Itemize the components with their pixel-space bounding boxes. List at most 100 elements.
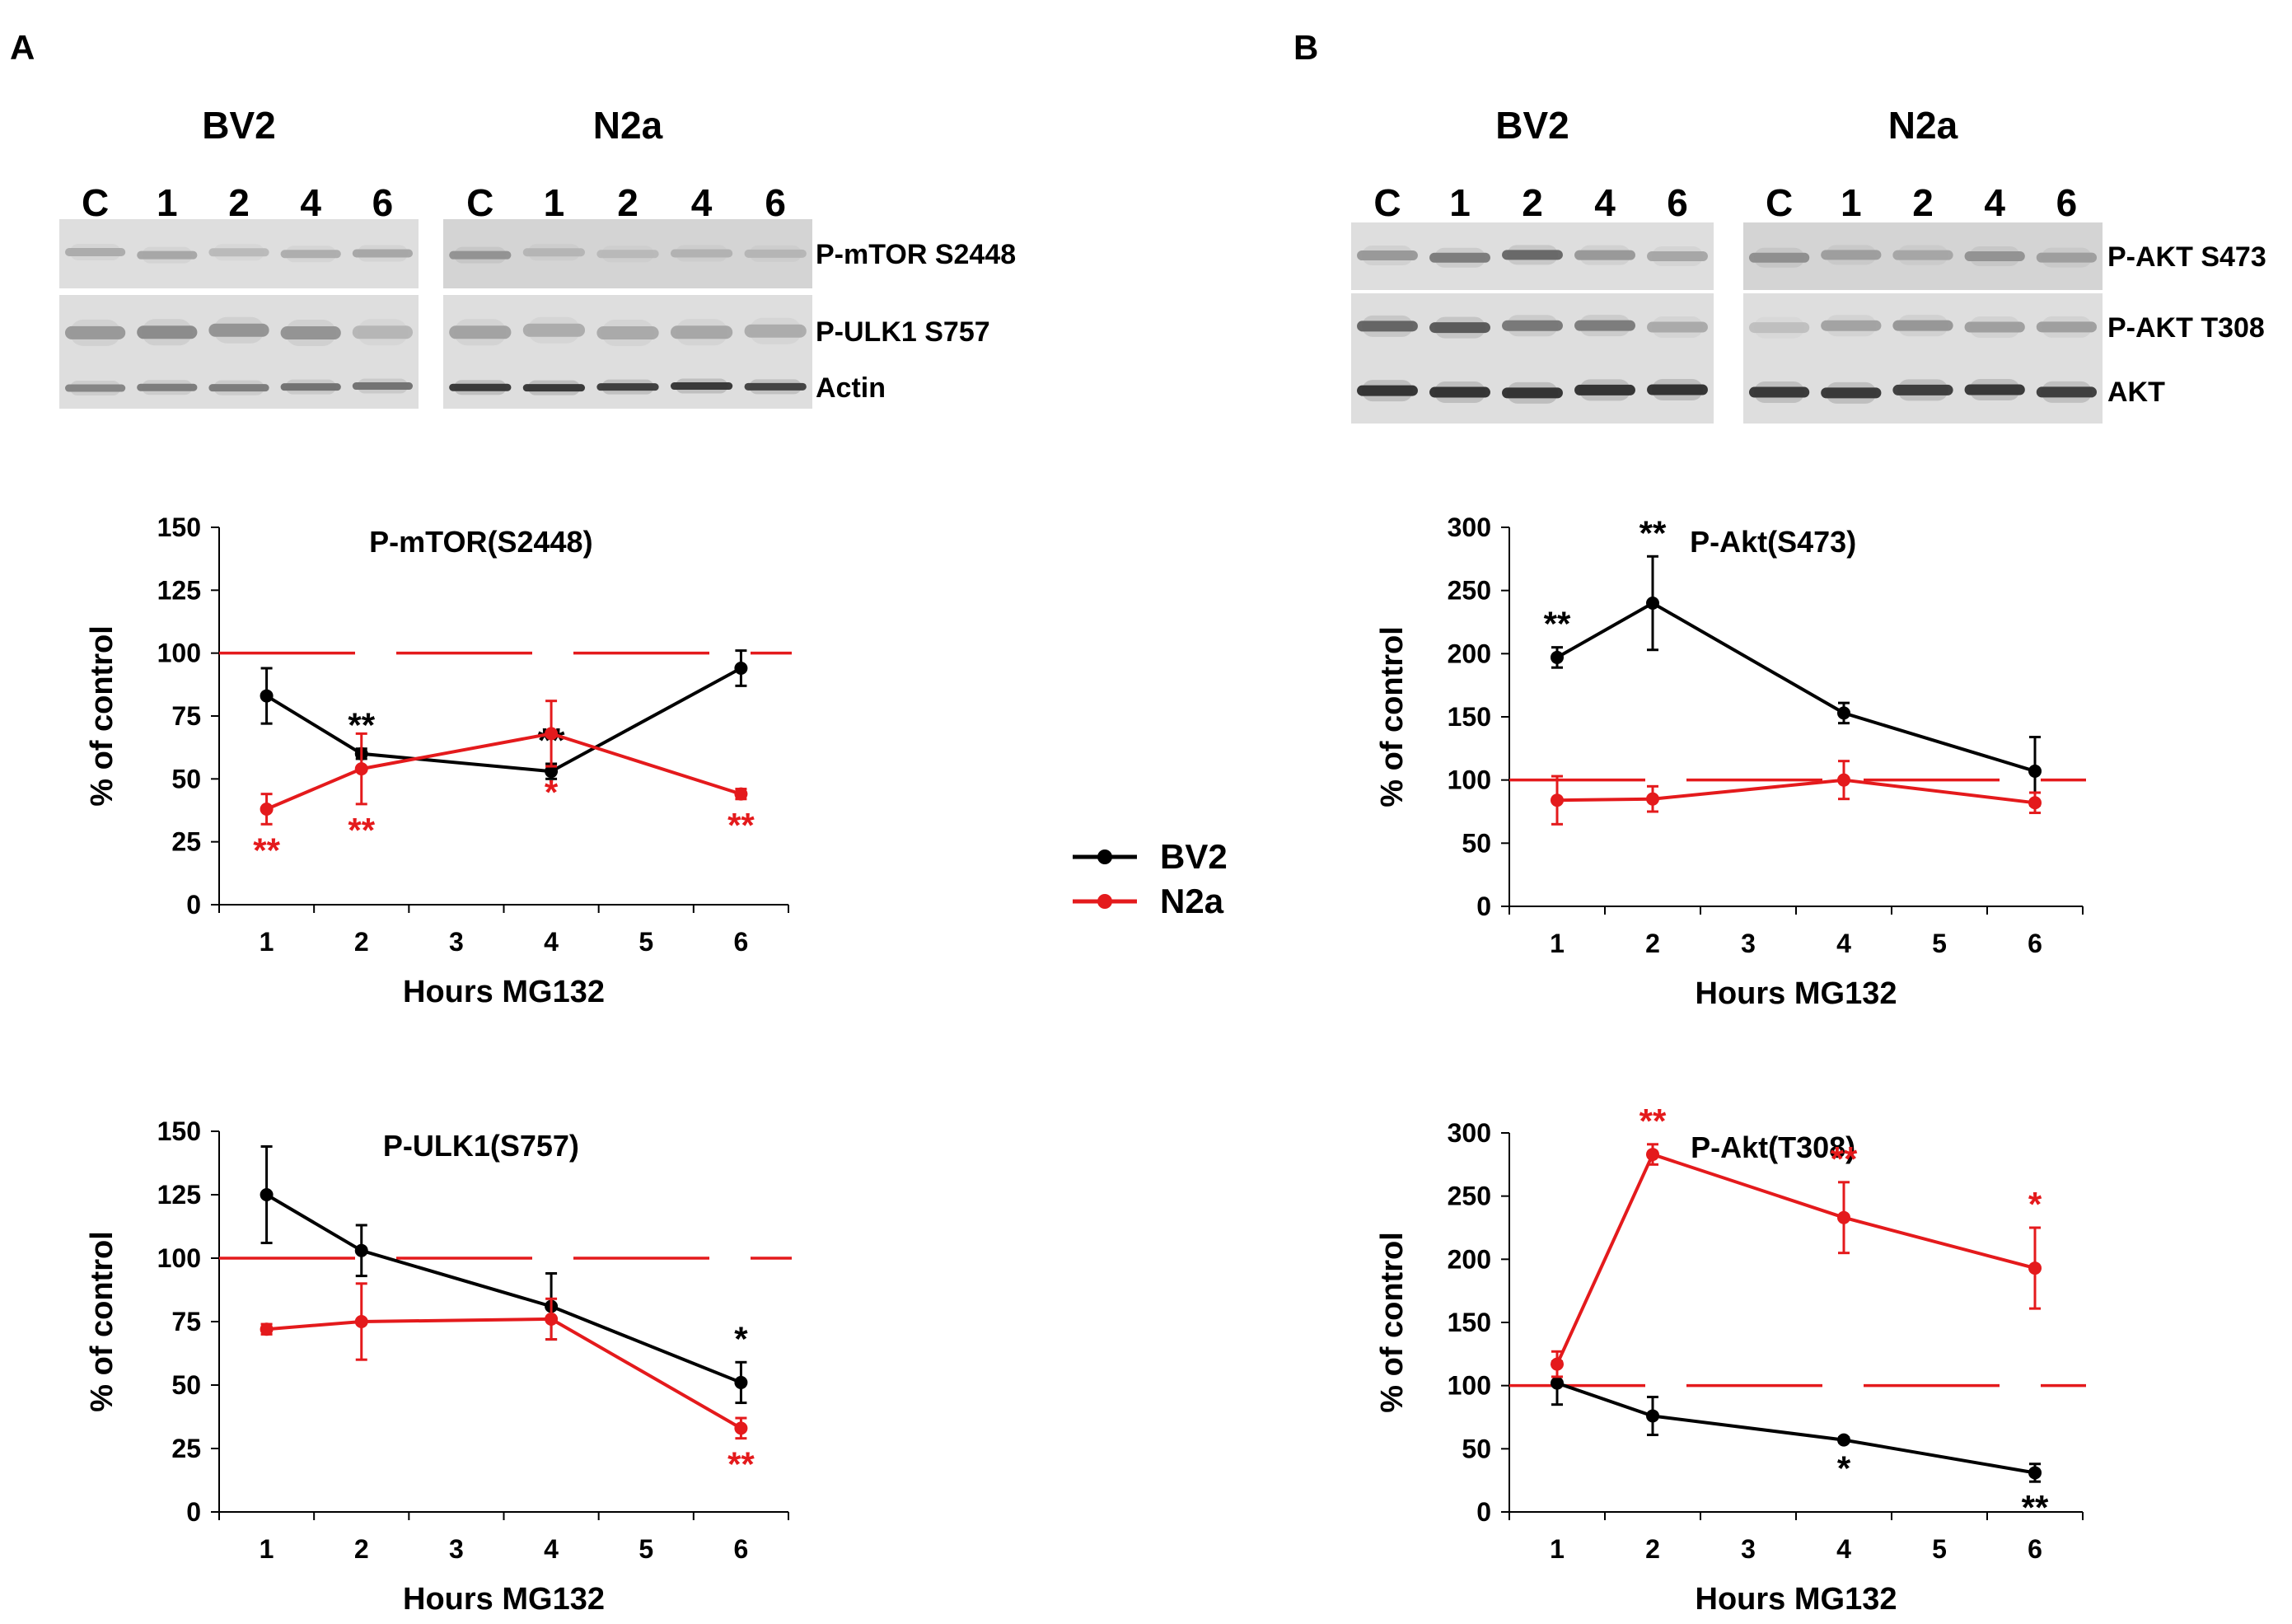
blot-band-halo — [69, 381, 121, 396]
x-tick-label: 3 — [449, 1534, 464, 1564]
data-point — [2028, 764, 2042, 778]
blot-band — [670, 325, 733, 339]
blot-band — [670, 382, 733, 391]
blot-group-label: N2a — [1888, 104, 1958, 147]
x-tick-label: 4 — [1836, 1534, 1851, 1564]
blot-lane-label: 1 — [1841, 181, 1862, 224]
blot-band-halo — [213, 316, 264, 344]
blot-band — [137, 250, 198, 260]
data-point — [1837, 773, 1850, 787]
blot-band — [1748, 386, 1810, 398]
blot-band — [1892, 384, 1953, 395]
blot-band — [1821, 320, 1882, 331]
legend-marker — [1097, 894, 1112, 909]
blot-lane-label: 4 — [1984, 181, 2005, 224]
blot-band-halo — [1434, 381, 1485, 404]
series-N2a: ** — [260, 1282, 755, 1484]
blot-lane-label: 1 — [1449, 181, 1471, 224]
chart-3: 0 50 100 150 200 250 300 1 2 3 4 5 6 Hours MG132 % of … — [1375, 512, 2086, 1011]
blot-band — [2036, 321, 2098, 333]
x-tick-label: 3 — [449, 927, 464, 957]
chart-title: P-Akt(T308) — [1691, 1130, 1855, 1164]
panel-letter-A: A — [10, 28, 35, 67]
blot-band-halo — [142, 246, 193, 264]
x-tick-label: 6 — [734, 927, 749, 957]
blot-band-halo — [357, 378, 409, 394]
series-line — [1556, 1381, 2036, 1475]
data-point — [734, 1375, 748, 1389]
blot-band — [64, 248, 126, 256]
blot-band — [1748, 322, 1810, 334]
y-tick-label: 50 — [171, 764, 201, 793]
blot-band — [1647, 384, 1708, 395]
blot-band — [280, 383, 341, 391]
blot-band — [1748, 252, 1810, 263]
blot-band — [449, 250, 512, 260]
data-point — [354, 1315, 368, 1328]
data-point — [1646, 1148, 1659, 1162]
blot-band-halo — [1753, 247, 1805, 268]
series-BV2: **** — [260, 649, 748, 780]
blot-band — [744, 249, 807, 258]
y-tick-label: 125 — [157, 1180, 201, 1210]
chart-title: P-ULK1(S757) — [383, 1129, 579, 1163]
blot-band — [522, 248, 586, 257]
y-tick-label: 100 — [1448, 1371, 1491, 1401]
blot-band — [1647, 321, 1708, 333]
y-tick-label: 150 — [1448, 702, 1491, 732]
blot-band-halo — [142, 319, 193, 346]
blot-band-halo — [675, 319, 728, 346]
data-point — [1837, 706, 1850, 720]
data-point — [1837, 1210, 1850, 1224]
legend-label: BV2 — [1160, 837, 1228, 876]
blot-band-halo — [1579, 315, 1630, 337]
y-tick-label: 0 — [186, 890, 201, 920]
data-point — [260, 802, 274, 816]
blot-band-halo — [601, 246, 654, 263]
data-point — [260, 689, 274, 703]
blot-panel-B: BV2 C 1 2 4 6 N2a C 1 2 4 6 P-AKT S473 P-AKT T308 AKT — [1351, 104, 2266, 424]
blot-band — [522, 323, 586, 337]
blot-band-halo — [142, 380, 193, 395]
x-tick-label: 5 — [638, 1534, 653, 1564]
blot-band — [1357, 250, 1418, 261]
y-tick-label: 150 — [157, 512, 201, 542]
series-line — [1556, 778, 2036, 805]
x-tick-label: 5 — [638, 927, 653, 957]
blot-band-halo — [1507, 245, 1558, 265]
data-point — [260, 1188, 274, 1201]
blot-band — [2036, 252, 2098, 263]
y-tick-label: 150 — [157, 1116, 201, 1146]
blot-band — [64, 325, 126, 339]
data-point — [2028, 1261, 2042, 1275]
data-point — [734, 1421, 748, 1435]
data-point — [1551, 793, 1564, 807]
series-N2a: ******* — [253, 700, 755, 869]
blot-band-halo — [357, 245, 409, 262]
data-point — [545, 727, 559, 741]
x-tick-label: 3 — [1741, 1534, 1756, 1564]
blot-row-label: P-mTOR S2448 — [816, 239, 1016, 270]
blot-lane-label: 4 — [1594, 181, 1616, 224]
blot-band-halo — [1897, 245, 1948, 265]
data-point — [1551, 650, 1564, 664]
significance-marker: * — [734, 1319, 748, 1358]
significance-marker: ** — [727, 1445, 755, 1484]
blot-band-halo — [2041, 247, 2093, 268]
series-line — [265, 667, 742, 774]
data-point — [354, 762, 368, 776]
blot-band-halo — [1826, 245, 1877, 265]
blot-lane-label: 2 — [1912, 181, 1934, 224]
blot-band-halo — [601, 319, 654, 346]
blot-band-halo — [454, 319, 507, 346]
chart-4: 0 50 100 150 200 250 300 1 2 3 4 5 6 Hours MG132 % of … — [1375, 1102, 2086, 1617]
blot-band — [1964, 321, 2025, 333]
blot-band — [670, 249, 733, 258]
y-axis-label: % of control — [1375, 1232, 1410, 1413]
blot-band — [352, 249, 414, 258]
blot-band — [208, 384, 269, 392]
blot-lane-label: 6 — [372, 181, 394, 224]
significance-marker: ** — [1831, 1140, 1858, 1178]
blot-band — [352, 325, 414, 339]
significance-marker: * — [1837, 1449, 1851, 1488]
